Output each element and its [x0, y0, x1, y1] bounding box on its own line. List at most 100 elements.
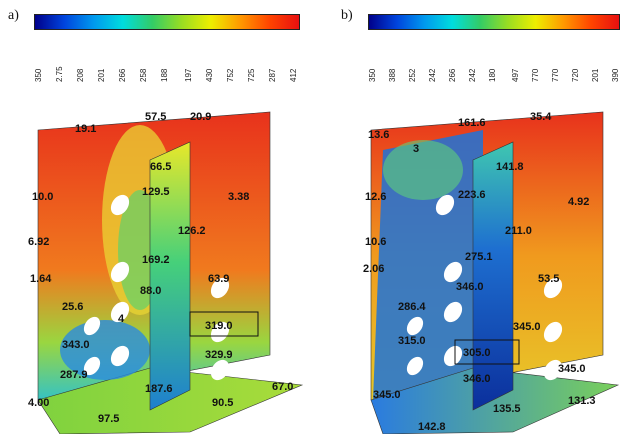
tick-b-1: 388: [388, 68, 397, 82]
tick-b-0: 350: [368, 68, 377, 82]
bolt-hole-a-6: [83, 356, 101, 376]
val-a-9: 6.92: [28, 236, 49, 248]
tick-b-8: 770: [531, 68, 540, 82]
val-a-3: 20.9: [190, 111, 211, 123]
bolt-hole-a-8: [210, 321, 230, 343]
tick-a-3: 201: [97, 68, 106, 82]
val-b-22: 131.3: [568, 395, 596, 407]
tick-b-6: 180: [488, 68, 497, 82]
contour-plot-a: 19.1 57.5 20.9 66.5 129.5 10.0 3.38 126.…: [28, 111, 304, 434]
bolt-hole-b-3: [443, 301, 463, 323]
val-b-6: 12.6: [365, 191, 386, 203]
val-b-9: 211.0: [505, 225, 532, 237]
base-flange-b: [370, 367, 620, 434]
val-a-6: 10.0: [32, 191, 53, 203]
tick-a-8: 430: [205, 68, 214, 82]
tick-a-4: 266: [118, 68, 127, 82]
bolt-hole-a-5: [83, 316, 101, 336]
bolt-hole-b-2: [443, 261, 463, 283]
bolt-hole-a-4: [110, 345, 130, 367]
tick-b-10: 720: [571, 68, 580, 82]
marker-box-b: [454, 339, 520, 365]
cold-region-a: [60, 320, 150, 380]
val-a-8: 126.2: [178, 225, 206, 237]
bolt-hole-a-3: [110, 301, 130, 323]
val-a-23: 67.0: [272, 381, 293, 393]
val-b-7: 223.6: [458, 189, 486, 201]
val-a-12: 88.0: [140, 285, 161, 297]
val-b-19: 346.0: [463, 373, 491, 385]
tick-a-11: 287: [268, 68, 277, 82]
tick-a-6: 188: [160, 68, 169, 82]
bolt-hole-b-9: [543, 359, 563, 381]
val-a-2: 57.5: [145, 111, 166, 123]
tick-a-10: 725: [247, 68, 256, 82]
val-b-20: 345.0: [558, 363, 586, 375]
val-a-13: 63.9: [208, 273, 229, 285]
bolt-hole-b-6: [406, 356, 424, 376]
tick-b-7: 497: [511, 68, 520, 82]
val-a-19: 287.9: [60, 369, 88, 381]
tick-b-12: 390: [611, 68, 620, 82]
bolt-hole-b-1: [435, 194, 455, 216]
val-b-12: 2.06: [363, 263, 384, 275]
contour-plot-b: 13.6 161.6 35.4 3 141.8 12.6 223.6 4.92 …: [363, 111, 620, 434]
val-b-14: 53.5: [538, 273, 559, 285]
scale-ticks-b: 350 388 252 242 266 242 180 497 770 770 …: [368, 40, 626, 90]
val-a-1: 19.1: [75, 123, 96, 135]
bolt-hole-a-1: [110, 194, 130, 216]
tick-b-4: 266: [448, 68, 457, 82]
bolt-hole-b-5: [406, 316, 424, 336]
val-b-2: 161.6: [458, 117, 486, 129]
val-a-4: 66.5: [150, 161, 171, 173]
tick-b-3: 242: [428, 68, 437, 82]
bolt-hole-b-8: [543, 321, 563, 343]
tick-a-12: 412: [289, 68, 298, 82]
val-b-3: 35.4: [530, 111, 552, 123]
val-b-15: 286.4: [398, 301, 426, 313]
bolt-hole-b-4: [443, 345, 463, 367]
val-b-1: 13.6: [368, 129, 389, 141]
val-b-23: 142.8: [418, 421, 446, 433]
web-plate-b: [472, 141, 514, 411]
val-b-16: 345.0: [513, 321, 541, 333]
val-b-11: 275.1: [465, 251, 493, 263]
val-a-24: 97.5: [98, 413, 119, 425]
bolt-hole-a-7: [210, 277, 230, 299]
val-b-10: 10.6: [365, 236, 386, 248]
val-b-24: 345.0: [373, 389, 401, 401]
val-a-20: 4.00: [28, 397, 49, 409]
val-a-15: 4: [118, 313, 125, 325]
tick-b-2: 252: [408, 68, 417, 82]
val-b-8: 4.92: [568, 196, 589, 208]
bolt-hole-b-7: [543, 277, 563, 299]
panel-a: a) 350 2.75 208 201 266 258 188 197 430 …: [8, 8, 304, 434]
tick-a-0: 350: [34, 68, 43, 82]
val-b-13: 346.0: [456, 281, 484, 293]
val-a-14: 25.6: [62, 301, 83, 313]
val-a-21: 187.6: [145, 383, 173, 395]
val-a-16: 343.0: [62, 339, 90, 351]
tick-a-1: 2.75: [55, 66, 64, 82]
val-a-11: 1.64: [30, 273, 52, 285]
tick-b-11: 201: [591, 68, 600, 82]
blue-zone-b: [373, 130, 483, 400]
scale-ticks-a: 350 2.75 208 201 266 258 188 197 430 752…: [34, 40, 304, 90]
green-patch-b: [383, 140, 463, 200]
colorbar-a: [34, 14, 300, 30]
val-b-18: 305.0: [463, 347, 491, 359]
web-plate-a: [149, 141, 191, 411]
tick-b-5: 242: [468, 68, 477, 82]
val-a-18: 329.9: [205, 349, 233, 361]
colorbar-b: [368, 14, 620, 30]
val-b-5: 141.8: [496, 161, 524, 173]
panel-b: b) 350 388 252 242 266 242 180 497 770 7…: [313, 0, 626, 434]
bolt-hole-a-2: [110, 261, 130, 283]
val-a-17: 319.0: [205, 320, 233, 332]
val-a-10: 169.2: [142, 254, 170, 266]
tick-b-9: 770: [551, 68, 560, 82]
val-b-21: 135.5: [493, 403, 521, 415]
val-a-5: 129.5: [142, 186, 170, 198]
val-b-17: 315.0: [398, 335, 426, 347]
val-b-4: 3: [413, 143, 419, 155]
